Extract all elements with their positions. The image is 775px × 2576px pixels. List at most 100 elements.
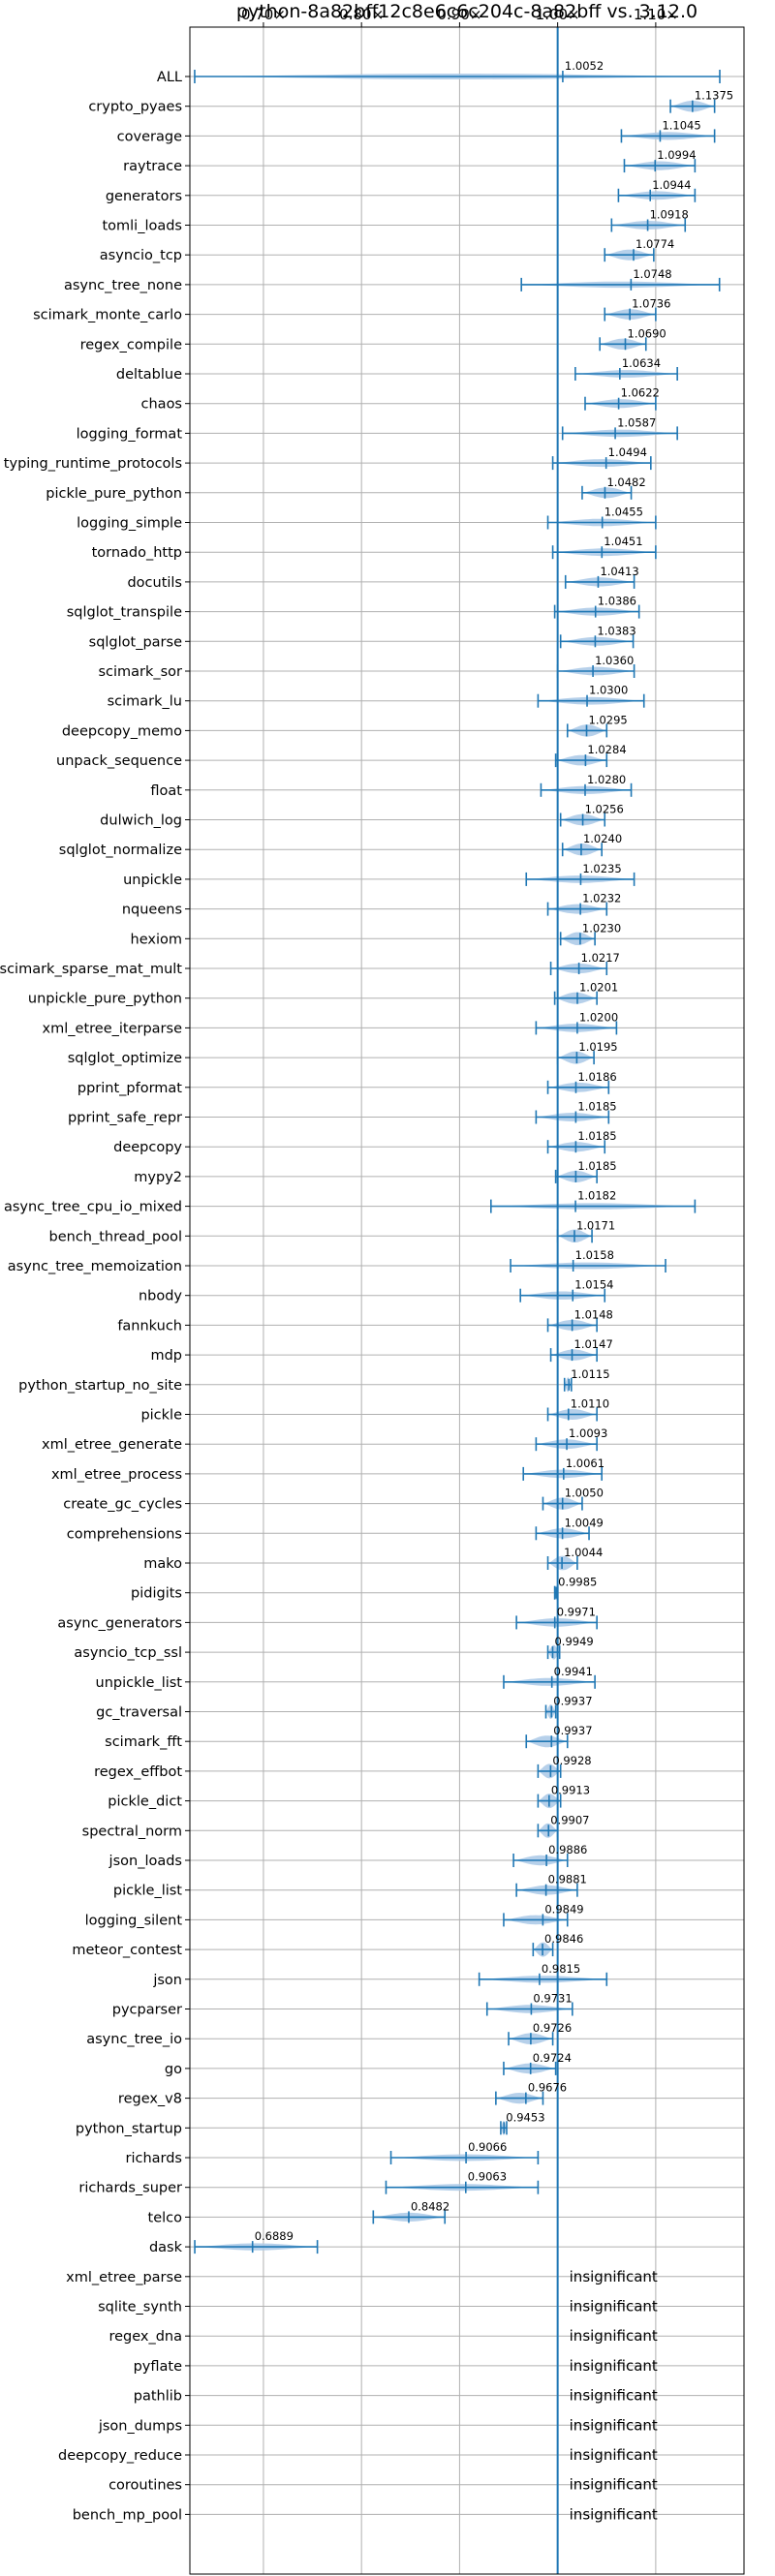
benchmark-label: regex_effbot: [94, 1764, 182, 1780]
benchmark-label: pidigits: [131, 1586, 182, 1602]
mean-value-label: 1.0195: [578, 1040, 617, 1054]
benchmark-label: ALL: [157, 70, 182, 85]
mean-value-label: 1.0300: [589, 684, 628, 697]
insignificant-label: insignificant: [570, 2327, 658, 2345]
benchmark-label: crypto_pyaes: [88, 100, 182, 115]
benchmark-label: hexiom: [131, 932, 182, 947]
mean-value-label: 0.9907: [550, 1813, 589, 1826]
benchmark-label: mypy2: [134, 1170, 182, 1185]
benchmark-label: coverage: [117, 129, 182, 144]
mean-value-label: 0.9063: [468, 2170, 507, 2184]
x-tick-label: 1.10×: [634, 6, 678, 23]
mean-value-label: 1.0230: [582, 921, 621, 935]
mean-value-label: 1.0185: [577, 1100, 616, 1114]
insignificant-label: insignificant: [570, 2446, 658, 2464]
mean-value-label: 1.0451: [604, 535, 642, 548]
mean-value-label: 1.0148: [574, 1307, 613, 1321]
insignificant-label: insignificant: [570, 2476, 658, 2494]
mean-value-label: 0.9726: [533, 2021, 572, 2035]
mean-value-label: 0.9731: [533, 1992, 572, 2006]
benchmark-label: spectral_norm: [82, 1824, 182, 1839]
benchmark-label: asyncio_tcp_ssl: [74, 1645, 182, 1661]
mean-value-label: 0.9676: [528, 2081, 567, 2095]
mean-value-label: 1.0256: [585, 803, 624, 816]
benchmark-label: generators: [106, 189, 182, 204]
mean-value-label: 1.0061: [566, 1457, 604, 1470]
benchmark-label: logging_silent: [85, 1913, 183, 1928]
mean-value-label: 1.0232: [582, 892, 621, 905]
x-tick-label: 0.90×: [437, 6, 481, 23]
mean-value-label: 0.9724: [533, 2051, 572, 2065]
benchmark-label: bench_mp_pool: [73, 2507, 182, 2523]
insignificant-label: insignificant: [570, 2298, 658, 2315]
benchmark-label: pycparser: [112, 2003, 182, 2018]
benchmark-label: pathlib: [134, 2389, 182, 2405]
benchmark-label: fannkuch: [117, 1318, 182, 1334]
x-tick-label: 0.70×: [241, 6, 286, 23]
x-tick-label: 0.80×: [339, 6, 384, 23]
mean-value-label: 1.0044: [564, 1546, 603, 1559]
mean-value-label: 1.0690: [628, 326, 666, 340]
benchmark-label: json_dumps: [98, 2418, 182, 2434]
benchmark-label: deepcopy_memo: [62, 723, 182, 739]
mean-value-label: 1.0295: [589, 713, 628, 726]
benchmark-label: pickle_pure_python: [46, 486, 182, 502]
mean-value-label: 0.9913: [551, 1784, 590, 1797]
benchmark-label: scimark_sor: [98, 664, 182, 680]
benchmark-label: sqlglot_parse: [89, 634, 182, 650]
mean-value-label: 0.9066: [468, 2140, 507, 2154]
insignificant-label: insignificant: [570, 2387, 658, 2405]
benchmark-label: xml_etree_process: [51, 1467, 182, 1483]
mean-value-label: 0.6889: [255, 2229, 294, 2243]
benchmark-label: telco: [148, 2210, 183, 2225]
benchmark-label: python_startup: [76, 2121, 182, 2136]
benchmark-label: deepcopy_reduce: [58, 2448, 182, 2464]
insignificant-label: insignificant: [570, 2505, 658, 2523]
label-layer: ALL crypto_pyaes coverage raytrace generator…: [0, 59, 733, 2523]
mean-value-label: 1.1375: [695, 89, 733, 103]
mean-value-label: 1.0201: [579, 981, 618, 995]
mean-value-label: 1.0284: [587, 743, 626, 756]
mean-value-label: 0.9846: [544, 1932, 583, 1946]
benchmark-label: xml_etree_generate: [42, 1437, 182, 1453]
mean-value-label: 1.0413: [600, 565, 638, 578]
benchmark-label: json: [152, 1973, 182, 1988]
mean-value-label: 1.0185: [577, 1129, 616, 1143]
mean-value-label: 1.0386: [598, 595, 636, 608]
mean-value-label: 1.0147: [574, 1337, 613, 1351]
mean-value-label: 1.0918: [650, 208, 689, 222]
mean-value-label: 0.9985: [558, 1576, 597, 1589]
benchmark-label: richards_super: [78, 2181, 182, 2196]
benchmark-label: bench_thread_pool: [49, 1229, 182, 1244]
mean-value-label: 1.0482: [606, 475, 645, 489]
x-tick-label: 1.00×: [536, 6, 580, 23]
benchmark-label: pickle: [140, 1408, 182, 1424]
mean-value-label: 1.0171: [576, 1218, 615, 1232]
mean-value-label: 1.0622: [621, 386, 660, 400]
benchmark-label: sqlite_synth: [98, 2300, 182, 2315]
insignificant-label: insignificant: [570, 2357, 658, 2375]
mean-value-label: 0.9453: [506, 2110, 544, 2124]
mean-value-label: 1.0994: [657, 148, 696, 162]
benchmark-label: unpickle_pure_python: [28, 992, 182, 1007]
benchmark-label: regex_compile: [80, 337, 182, 353]
mean-value-label: 1.0049: [565, 1516, 604, 1529]
benchmark-label: scimark_lu: [108, 694, 182, 710]
mean-value-label: 1.0587: [617, 415, 656, 429]
benchmark-label: chaos: [141, 397, 182, 413]
violin-layer: [194, 27, 721, 2574]
benchmark-label: xml_etree_parse: [66, 2270, 182, 2285]
mean-value-label: 0.9815: [542, 1962, 580, 1976]
benchmark-label: sqlglot_transpile: [67, 605, 182, 621]
benchmark-label: pprint_pformat: [78, 1081, 182, 1096]
benchmark-label: async_tree_memoization: [8, 1259, 182, 1274]
benchmark-label: async_tree_io: [86, 2032, 182, 2047]
mean-value-label: 1.0050: [565, 1487, 604, 1500]
benchmark-label: create_gc_cycles: [63, 1497, 182, 1513]
mean-value-label: 1.0110: [571, 1397, 609, 1411]
benchmark-label: tornado_http: [92, 545, 182, 561]
benchmark-label: asyncio_tcp: [100, 248, 182, 263]
mean-value-label: 0.9881: [548, 1873, 587, 1886]
mean-value-label: 0.9937: [553, 1724, 592, 1737]
benchmark-label: regex_v8: [118, 2092, 182, 2107]
